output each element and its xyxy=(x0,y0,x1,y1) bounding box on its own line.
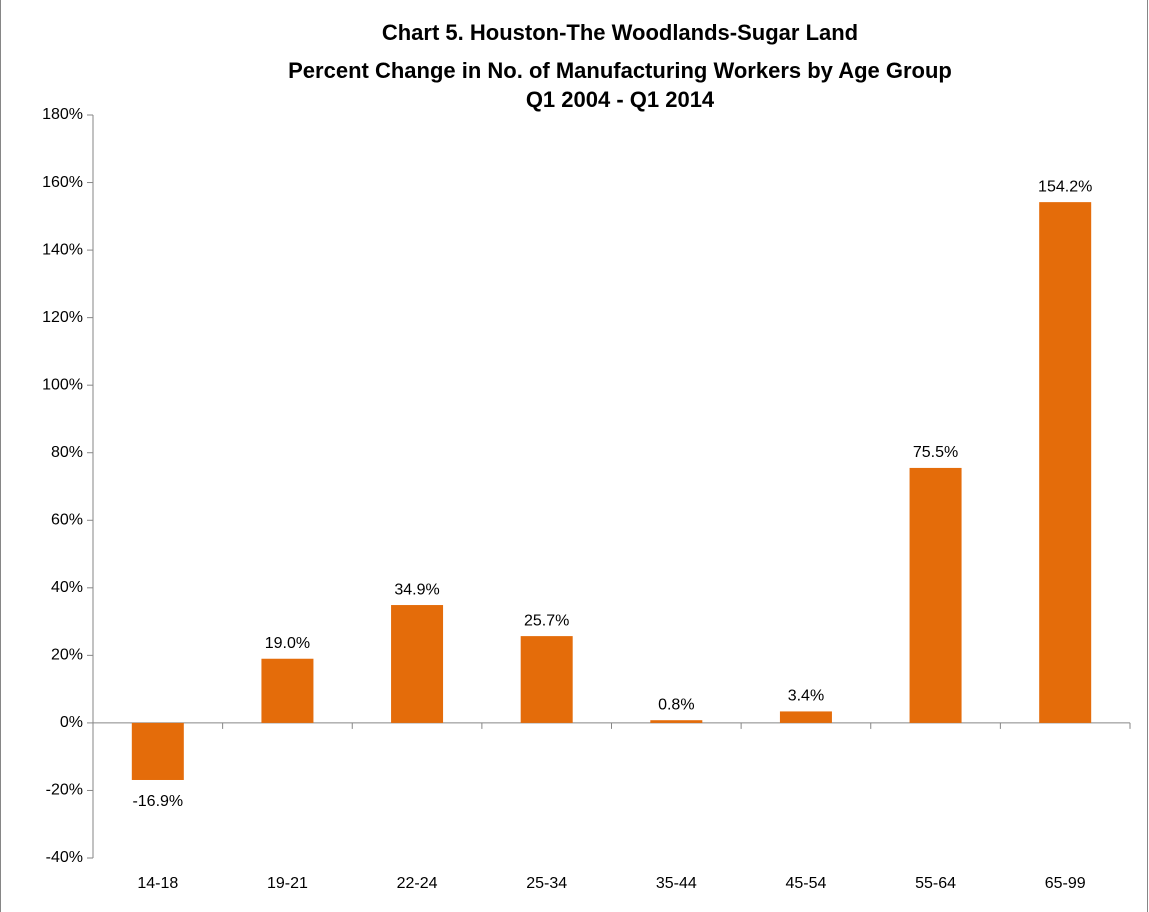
x-tick-label: 14-18 xyxy=(137,875,178,892)
y-tick-label: 0% xyxy=(60,714,83,731)
bar xyxy=(131,722,184,780)
bar xyxy=(261,658,314,723)
x-tick-label: 22-24 xyxy=(397,875,438,892)
value-label: 25.7% xyxy=(524,612,569,629)
value-label: 75.5% xyxy=(913,444,958,461)
x-tick-label: 55-64 xyxy=(915,875,956,892)
bar xyxy=(909,467,962,723)
bar xyxy=(520,636,573,723)
chart-title: Chart 5. Houston-The Woodlands-Sugar Lan… xyxy=(382,20,858,45)
y-tick-label: 160% xyxy=(42,174,83,191)
y-tick-label: 40% xyxy=(51,579,83,596)
y-tick-label: 60% xyxy=(51,511,83,528)
value-label: 154.2% xyxy=(1038,178,1092,195)
value-label: 19.0% xyxy=(265,635,310,652)
y-tick-label: -40% xyxy=(46,849,83,866)
value-label: 3.4% xyxy=(788,688,824,705)
y-tick-label: 180% xyxy=(42,106,83,123)
y-tick-label: 80% xyxy=(51,444,83,461)
y-tick-label: 120% xyxy=(42,309,83,326)
y-tick-label: 140% xyxy=(42,241,83,258)
x-tick-label: 65-99 xyxy=(1045,875,1086,892)
chart-title: Q1 2004 - Q1 2014 xyxy=(526,87,715,112)
value-label: 34.9% xyxy=(394,581,439,598)
value-label: -16.9% xyxy=(132,793,183,810)
x-tick-label: 45-54 xyxy=(785,875,826,892)
bar xyxy=(1039,202,1092,723)
y-tick-label: 100% xyxy=(42,376,83,393)
bar xyxy=(779,711,832,723)
x-tick-label: 19-21 xyxy=(267,875,308,892)
bar xyxy=(650,720,703,723)
y-tick-label: -20% xyxy=(46,782,83,799)
chart-title: Percent Change in No. of Manufacturing W… xyxy=(288,58,952,83)
x-tick-label: 35-44 xyxy=(656,875,697,892)
bar xyxy=(391,605,444,723)
x-tick-label: 25-34 xyxy=(526,875,567,892)
value-label: 0.8% xyxy=(658,696,694,713)
y-tick-label: 20% xyxy=(51,647,83,664)
